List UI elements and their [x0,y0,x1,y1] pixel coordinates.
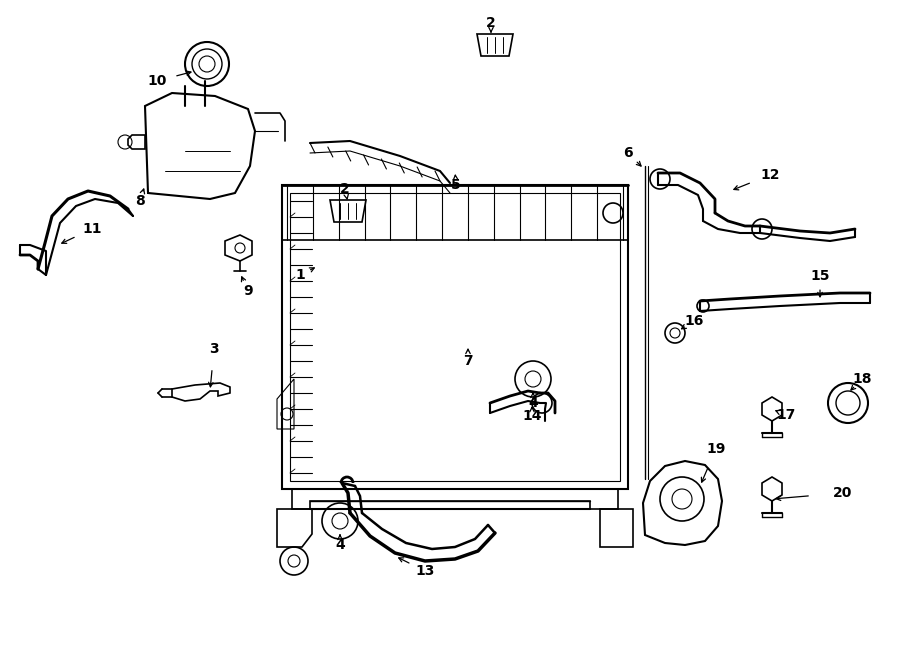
Text: 16: 16 [684,314,704,328]
Bar [292,489,618,509]
Text: 13: 13 [415,564,435,578]
Text: 4: 4 [335,538,345,552]
Text: 2: 2 [340,182,350,196]
Text: 5: 5 [451,178,461,192]
Text: 9: 9 [243,284,253,298]
Text: 15: 15 [810,269,830,283]
Text: 17: 17 [777,408,796,422]
Text: 4: 4 [528,396,538,410]
Text: 6: 6 [623,146,633,160]
Text: 10: 10 [148,74,166,88]
Bar [310,501,590,509]
Text: 3: 3 [209,342,219,356]
Text: 12: 12 [760,168,779,182]
Text: 14: 14 [522,409,542,423]
Text: 19: 19 [706,442,725,456]
Text: 7: 7 [464,354,472,368]
Text: 20: 20 [833,486,852,500]
Text: 11: 11 [82,222,102,236]
Text: 18: 18 [852,372,872,386]
Bar [290,193,620,481]
Text: 2: 2 [486,16,496,30]
Text: 8: 8 [135,194,145,208]
Bar [282,185,628,489]
Text: 1: 1 [295,268,305,282]
